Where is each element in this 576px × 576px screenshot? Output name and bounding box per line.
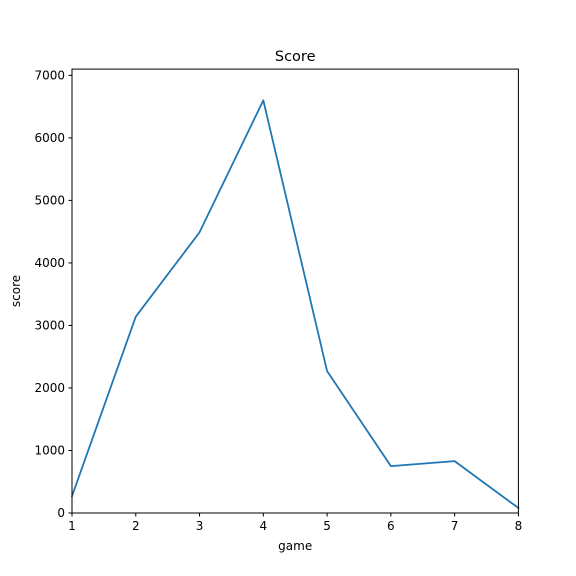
y-tick-label: 6000 xyxy=(34,131,65,145)
y-axis-label: score xyxy=(9,275,23,307)
x-axis-label: game xyxy=(278,539,312,553)
y-tick-label: 1000 xyxy=(34,443,65,457)
x-tick-label: 1 xyxy=(68,519,76,533)
y-tick-label: 3000 xyxy=(34,318,65,332)
x-tick-label: 7 xyxy=(451,519,459,533)
y-axis-ticks: 0 1000 2000 3000 4000 5000 6000 7000 xyxy=(34,68,72,520)
x-tick-label: 3 xyxy=(196,519,204,533)
y-tick-label: 7000 xyxy=(34,68,65,82)
y-tick-label: 5000 xyxy=(34,193,65,207)
x-axis-ticks: 1 2 3 4 5 6 7 8 xyxy=(68,513,522,533)
x-tick-label: 8 xyxy=(515,519,523,533)
x-tick-label: 6 xyxy=(387,519,395,533)
x-tick-label: 4 xyxy=(259,519,267,533)
y-tick-label: 0 xyxy=(57,506,65,520)
plot-frame xyxy=(71,68,519,514)
series-line xyxy=(70,99,520,510)
x-tick-label: 5 xyxy=(323,519,331,533)
y-tick-label: 2000 xyxy=(34,381,65,395)
series-group xyxy=(70,99,520,510)
x-tick-label: 2 xyxy=(132,519,140,533)
chart-title: Score xyxy=(275,49,316,65)
y-tick-label: 4000 xyxy=(34,256,65,270)
